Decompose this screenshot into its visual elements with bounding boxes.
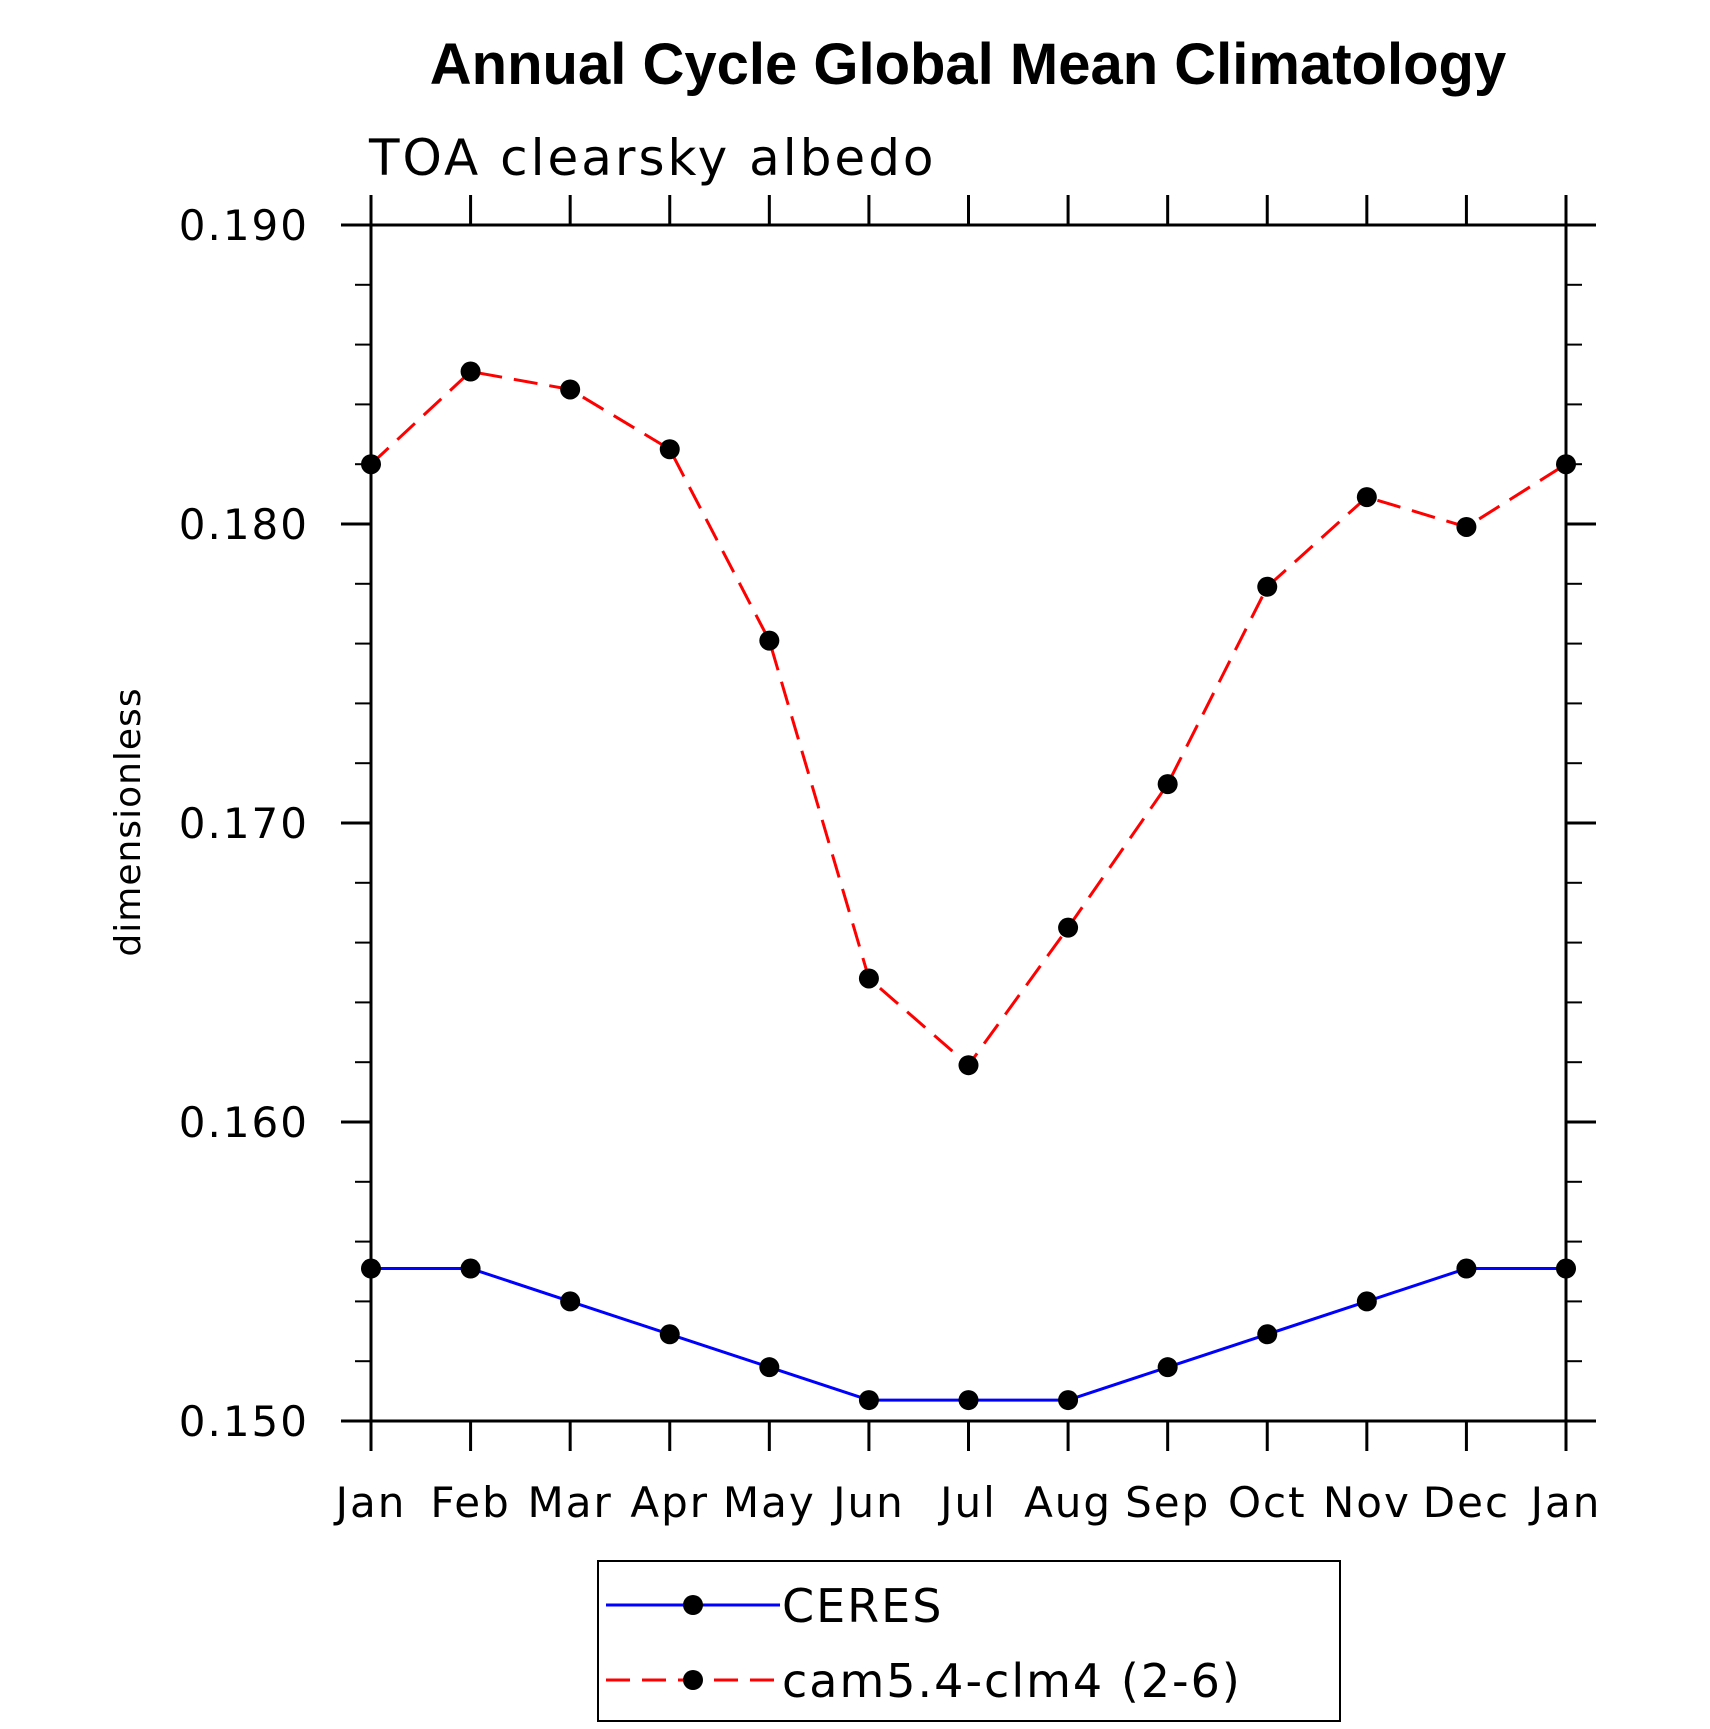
legend-label-cam: cam5.4-clm4 (2-6) (782, 1654, 1242, 1708)
series-1-point (858, 968, 879, 989)
series-1-point (1356, 487, 1377, 508)
y-tick-label: 0.190 (179, 201, 309, 250)
axis-ticks (341, 195, 1596, 1451)
series-0-point (460, 1258, 481, 1279)
x-tick-label: Jan (1528, 1478, 1602, 1527)
x-tick-labels: Jan Feb Mar Apr May Jun Jul Aug Sep Oct Nov Dec Jan (333, 1478, 1602, 1527)
x-tick-label: Dec (1423, 1478, 1510, 1527)
x-tick-label: Jun (830, 1478, 905, 1527)
series-0-point (659, 1324, 680, 1345)
series-0-point (1257, 1324, 1278, 1345)
legend-marker-cam (683, 1670, 703, 1690)
series-line-1 (369, 369, 1567, 1068)
legend-label-ceres: CERES (782, 1579, 943, 1633)
x-tick-label: Oct (1228, 1478, 1307, 1527)
y-axis-label: dimensionless (108, 687, 149, 956)
y-tick-label: 0.180 (179, 500, 309, 549)
series-1-point (1257, 576, 1278, 597)
series-0-point (1356, 1291, 1377, 1312)
x-tick-label: Apr (630, 1478, 709, 1527)
chart-title: Annual Cycle Global Mean Climatology (430, 32, 1506, 97)
legend-box (597, 1560, 1341, 1722)
x-tick-label: Jan (333, 1478, 407, 1527)
series-1-point (1456, 516, 1477, 537)
series-0-point (858, 1390, 879, 1411)
y-tick-labels: 0.150 0.160 0.170 0.180 0.190 (179, 201, 309, 1446)
series-0-point (560, 1291, 581, 1312)
x-tick-label: Jul (937, 1478, 997, 1527)
series-0-point (1157, 1357, 1178, 1378)
series-layer (361, 361, 1576, 1411)
y-tick-label: 0.160 (179, 1098, 309, 1147)
series-1-point (460, 361, 481, 382)
legend: CERES cam5.4-clm4 (2-6) (597, 1560, 1341, 1722)
series-0-point (759, 1357, 780, 1378)
x-tick-label: May (723, 1478, 816, 1527)
legend-marker-ceres (683, 1595, 703, 1615)
plot-frame (369, 223, 1568, 1423)
series-line-0 (371, 1267, 1566, 1402)
series-0-point (1456, 1258, 1477, 1279)
x-tick-label: Feb (430, 1478, 510, 1527)
series-1-point (659, 439, 680, 460)
y-tick-label: 0.170 (179, 799, 309, 848)
series-0-point (1058, 1390, 1079, 1411)
x-tick-label: Mar (528, 1478, 613, 1527)
x-tick-label: Nov (1323, 1478, 1411, 1527)
series-1-point (958, 1055, 979, 1076)
series-0-point (958, 1390, 979, 1411)
x-tick-label: Aug (1024, 1478, 1112, 1527)
series-1-point (1058, 917, 1079, 938)
series-1-point (1157, 774, 1178, 795)
series-1-point (560, 379, 581, 400)
chart-subtitle: TOA clearsky albedo (368, 129, 937, 187)
series-1-point (759, 630, 780, 651)
y-tick-label: 0.150 (179, 1397, 309, 1446)
x-tick-label: Sep (1125, 1478, 1210, 1527)
